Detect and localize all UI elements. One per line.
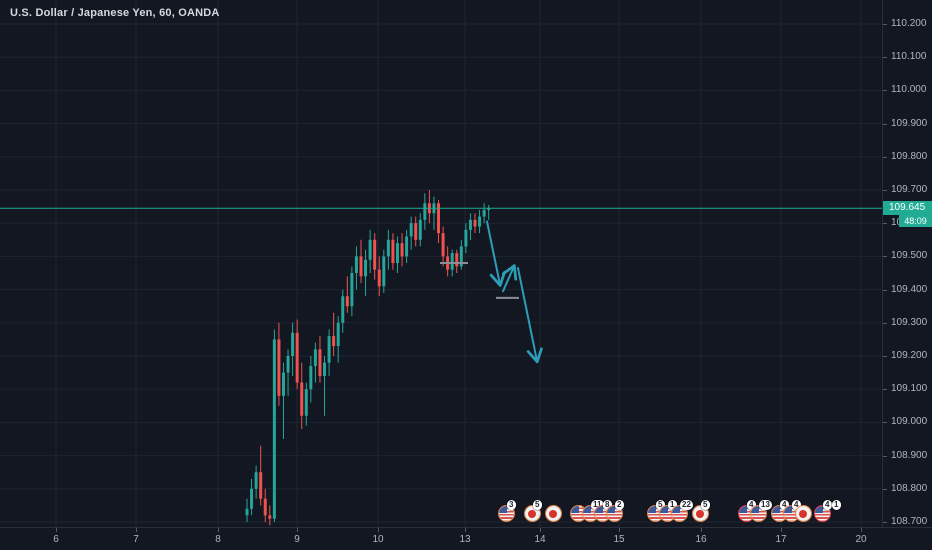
time-tick-label: 13 <box>459 534 471 545</box>
candlestick-chart[interactable] <box>0 0 882 527</box>
us-flag-event-icon[interactable]: 8 <box>593 500 612 522</box>
price-tick-label: 109.000 <box>883 416 932 428</box>
us-flag-event-icon[interactable]: 3 <box>497 500 516 522</box>
event-count-badge: 5 <box>700 500 710 510</box>
event-count-badge: 13 <box>758 500 773 510</box>
price-tick-label: 110.100 <box>883 51 932 63</box>
time-tick-label: 9 <box>294 534 300 545</box>
time-tick-label: 17 <box>775 534 787 545</box>
event-count-badge: 4 <box>779 500 789 510</box>
price-tick-label: 109.400 <box>883 284 932 296</box>
time-tick-label: 8 <box>215 534 221 545</box>
us-flag-event-icon[interactable]: 13 <box>749 500 773 522</box>
time-tick-mark <box>136 528 137 532</box>
time-tick-mark <box>540 528 541 532</box>
time-tick-label: 7 <box>133 534 139 545</box>
time-tick-label: 6 <box>53 534 59 545</box>
candles-series <box>245 190 491 526</box>
event-count-badge: 1 <box>667 500 677 510</box>
event-count-badge: 3 <box>506 500 516 510</box>
event-count-badge: 8 <box>602 500 612 510</box>
price-tick-label: 109.300 <box>883 317 932 329</box>
event-count-badge: 11 <box>590 500 604 510</box>
drawn-prediction-arrows[interactable] <box>486 220 543 364</box>
time-tick-mark <box>218 528 219 532</box>
time-tick-mark <box>465 528 466 532</box>
price-tick-label: 109.500 <box>883 250 932 262</box>
us-flag-event-icon[interactable]: 2 <box>605 500 624 522</box>
event-count-badge: 4 <box>791 500 801 510</box>
time-tick-label: 20 <box>855 534 867 545</box>
japan-flag-event-icon[interactable]: 5 <box>523 500 542 522</box>
price-tick-label: 110.200 <box>883 18 932 30</box>
time-tick-label: 16 <box>695 534 707 545</box>
price-tick-label: 108.800 <box>883 483 932 495</box>
japan-flag-event-icon[interactable]: 5 <box>691 500 710 522</box>
grid-lines <box>0 0 882 527</box>
event-count-badge: 5 <box>532 500 542 510</box>
time-tick-mark <box>781 528 782 532</box>
time-tick-label: 14 <box>534 534 546 545</box>
price-tick-label: 108.700 <box>883 516 932 528</box>
event-count-badge: 22 <box>679 500 694 510</box>
time-tick-label: 10 <box>372 534 384 545</box>
price-tick-label: 109.900 <box>883 118 932 130</box>
price-tick-label: 109.100 <box>883 383 932 395</box>
price-tick-label: 109.200 <box>883 350 932 362</box>
event-count-badge: 2 <box>614 500 624 510</box>
time-axis[interactable]: 6 7 8 9 10 13 14 15 16 17 20 <box>0 527 932 550</box>
event-count-badge: 1 <box>831 500 841 510</box>
time-tick-mark <box>619 528 620 532</box>
us-flag-event-icon[interactable]: 5 <box>646 500 665 522</box>
japan-flag-event-icon[interactable] <box>544 505 562 522</box>
time-tick-mark <box>378 528 379 532</box>
time-tick-mark <box>297 528 298 532</box>
drawn-horizontal-segments[interactable] <box>440 262 519 299</box>
time-tick-mark <box>701 528 702 532</box>
event-count-badge: 5 <box>655 500 665 510</box>
price-axis[interactable]: 110.200 110.100 110.000 109.900 109.800 109.7… <box>882 0 932 527</box>
last-price-label[interactable]: 109.645 <box>883 201 932 215</box>
bar-countdown-label: 48:09 <box>899 215 932 227</box>
us-flag-event-icon[interactable]: 22 <box>670 500 694 522</box>
event-count-badge: 4 <box>822 500 832 510</box>
time-tick-label: 15 <box>613 534 625 545</box>
price-tick-label: 110.000 <box>883 84 932 96</box>
event-count-badge: 4 <box>746 500 756 510</box>
price-tick-label: 109.800 <box>883 151 932 163</box>
time-tick-mark <box>861 528 862 532</box>
price-tick-label: 109.700 <box>883 184 932 196</box>
time-tick-mark <box>56 528 57 532</box>
japan-flag-event-icon[interactable] <box>794 505 812 522</box>
symbol-title[interactable]: U.S. Dollar / Japanese Yen, 60, OANDA <box>10 7 220 19</box>
price-tick-label: 108.900 <box>883 450 932 462</box>
